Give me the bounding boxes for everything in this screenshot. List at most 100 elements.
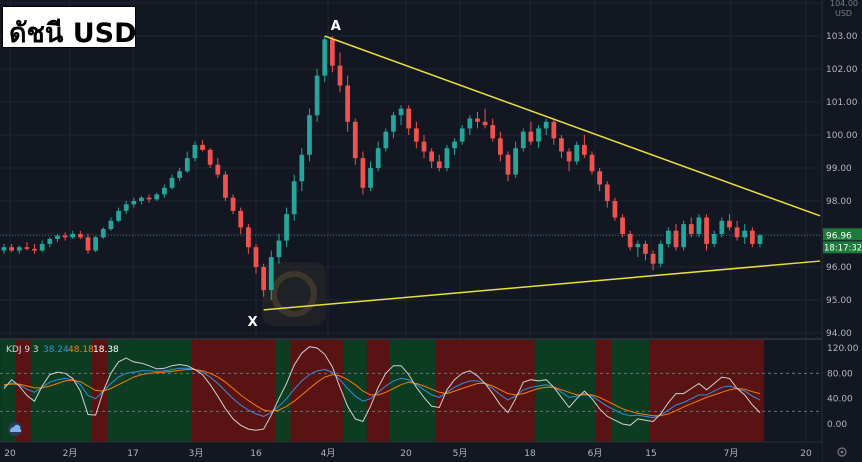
price-tick-label: 99.00 [826, 164, 852, 174]
cloud-icon [8, 422, 22, 436]
candle-body [727, 220, 732, 228]
candle-body [154, 194, 160, 200]
candle-body [123, 204, 129, 211]
candle-body [16, 247, 22, 251]
price-tick-label: 103.00 [826, 32, 858, 42]
pattern-label-X: X [248, 315, 258, 330]
candle-body [230, 197, 236, 211]
kdj-band [30, 340, 100, 442]
candle-body [299, 154, 305, 182]
kdj-label: KDJ 9 3 [6, 345, 39, 355]
kdj-band [107, 340, 199, 442]
candle-body [1, 247, 7, 251]
candle-body [681, 224, 687, 248]
candle-body [116, 210, 121, 221]
candle-body [375, 148, 381, 168]
kdj-tick-label: 40.00 [827, 395, 853, 405]
candle-body [215, 164, 221, 175]
candle-body [520, 131, 526, 149]
candle-body [24, 247, 30, 249]
kdj-line-D [3, 369, 761, 417]
price-tick-label: 101.00 [826, 98, 858, 108]
candle-body [665, 230, 671, 244]
x-tick-label: 20 [4, 449, 16, 459]
candle-body [551, 121, 557, 139]
candle-body [207, 149, 213, 165]
candle-body [169, 177, 175, 188]
candle-body [581, 144, 587, 155]
kdj-d-value: 48.18 [68, 345, 94, 355]
candle-body [749, 230, 755, 244]
candle-body [658, 243, 664, 264]
candle-body [475, 118, 480, 122]
trendline-X [263, 260, 821, 311]
x-tick-label: 2月 [63, 448, 78, 459]
kdj-line-K [3, 367, 761, 419]
x-tick-label: 20 [800, 449, 812, 459]
candle-body [192, 144, 198, 159]
candle-body [383, 131, 389, 149]
candle-body [635, 243, 641, 248]
candle-body [505, 154, 511, 175]
candle-body [696, 217, 702, 234]
x-tick-label: 15 [645, 449, 656, 459]
candle-body [100, 229, 106, 238]
currency-label: USD [835, 9, 852, 18]
x-tick-label: 5月 [453, 448, 468, 459]
candle-body [39, 243, 45, 251]
candle-body [452, 141, 457, 149]
x-tick-label: 3月 [189, 448, 204, 459]
candle-body [131, 201, 137, 205]
title-box: ดัชนี USD [2, 6, 137, 49]
candle-body [413, 128, 419, 142]
candle-body [32, 248, 37, 251]
candle-body [93, 237, 99, 251]
settings-icon-ring [837, 447, 847, 457]
candle-body [421, 141, 427, 152]
candle-body [436, 161, 442, 168]
candle-body [245, 227, 251, 248]
candle-body [597, 171, 603, 185]
candle-body [352, 121, 358, 159]
candle-body [268, 257, 274, 291]
kdj-j-value: 18.38 [93, 345, 119, 355]
current-price-tag [823, 228, 862, 241]
x-axis [0, 442, 822, 462]
current-price-value: 96.96 [826, 231, 852, 241]
candle-body [146, 197, 152, 200]
candle-body [620, 217, 625, 234]
candle-body [490, 125, 496, 139]
x-tick-label: 6月 [588, 448, 603, 459]
x-tick-label: 7月 [724, 448, 739, 459]
candle-body [734, 227, 740, 238]
candle-body [574, 144, 580, 162]
candle-body [704, 217, 709, 244]
candle-body [368, 168, 373, 188]
candle-body [444, 148, 450, 168]
x-tick-label: 18 [524, 449, 536, 459]
pattern-label-A: A [331, 19, 341, 34]
x-tick-label: 20 [400, 449, 412, 459]
chart-title: ดัชนี USD [9, 18, 137, 49]
candle-body [284, 214, 289, 241]
countdown-tag [823, 241, 862, 254]
candle-body [253, 247, 259, 267]
price-tick-label: 98.00 [826, 197, 852, 207]
settings-icon [837, 447, 847, 457]
candle-body [62, 235, 68, 238]
candle-body [276, 240, 282, 258]
kdj-band [191, 340, 283, 442]
candle-body [261, 267, 267, 291]
candle-body [459, 128, 465, 142]
candle-body [177, 171, 183, 178]
price-tick-label: 95.00 [826, 296, 852, 306]
candle-body [612, 201, 618, 218]
candle-body [559, 138, 564, 152]
candle-body [329, 39, 335, 66]
countdown-value: 18:17:32 [824, 243, 862, 253]
kdj-band [290, 340, 352, 442]
candle-body [604, 184, 610, 201]
kdj-tick-label: 120.00 [827, 344, 859, 354]
x-tick-label: 17 [127, 449, 138, 459]
